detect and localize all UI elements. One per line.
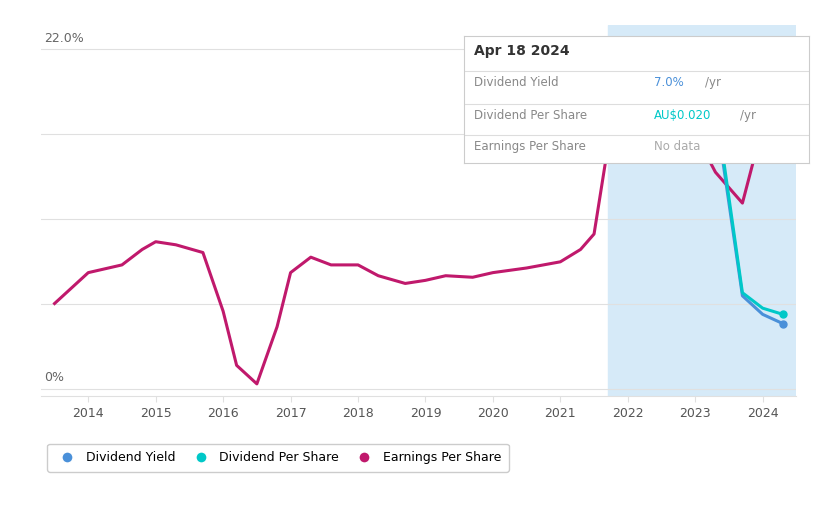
Text: AU$0.020: AU$0.020	[654, 109, 711, 122]
Text: /yr: /yr	[705, 76, 721, 89]
Text: 7.0%: 7.0%	[654, 76, 683, 89]
Bar	[608, 25, 796, 396]
Text: Dividend Yield: Dividend Yield	[475, 76, 559, 89]
Text: 22.0%: 22.0%	[44, 33, 85, 46]
Text: 0%: 0%	[44, 371, 64, 384]
Text: Apr 18 2024: Apr 18 2024	[475, 45, 570, 58]
Text: /yr: /yr	[740, 109, 755, 122]
Text: Dividend Per Share: Dividend Per Share	[475, 109, 587, 122]
Text: Earnings Per Share: Earnings Per Share	[475, 140, 586, 153]
Legend: Dividend Yield, Dividend Per Share, Earnings Per Share: Dividend Yield, Dividend Per Share, Earn…	[48, 443, 509, 471]
Text: No data: No data	[654, 140, 699, 153]
Text: Past: Past	[735, 49, 764, 64]
